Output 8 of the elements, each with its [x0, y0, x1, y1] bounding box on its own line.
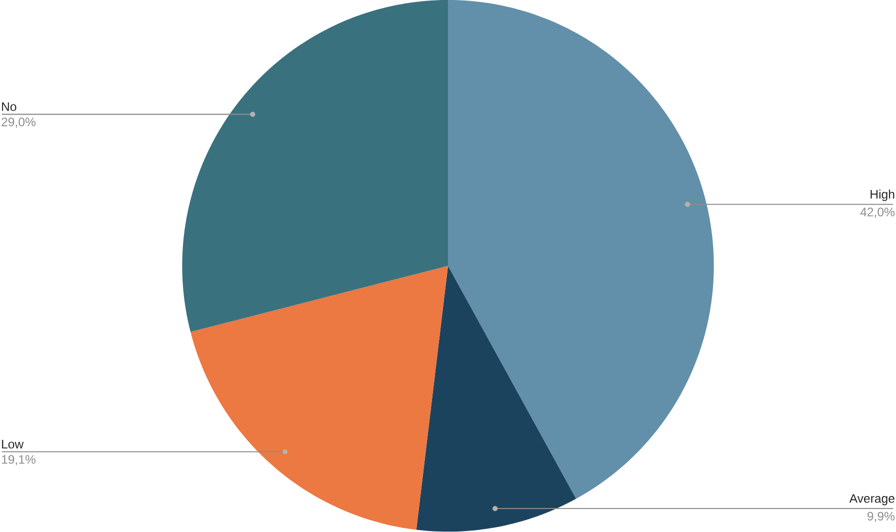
- slice-label: High: [870, 190, 894, 202]
- data-label: 19,1%: [2, 455, 36, 466]
- data-label: 42,0%: [860, 208, 895, 218]
- data-label: 9,9%: [867, 512, 895, 522]
- slice-label: No: [2, 102, 16, 112]
- slice-label: Average: [849, 494, 894, 506]
- slice-label: Low: [2, 440, 24, 449]
- data-label: 29,0%: [2, 118, 36, 128]
